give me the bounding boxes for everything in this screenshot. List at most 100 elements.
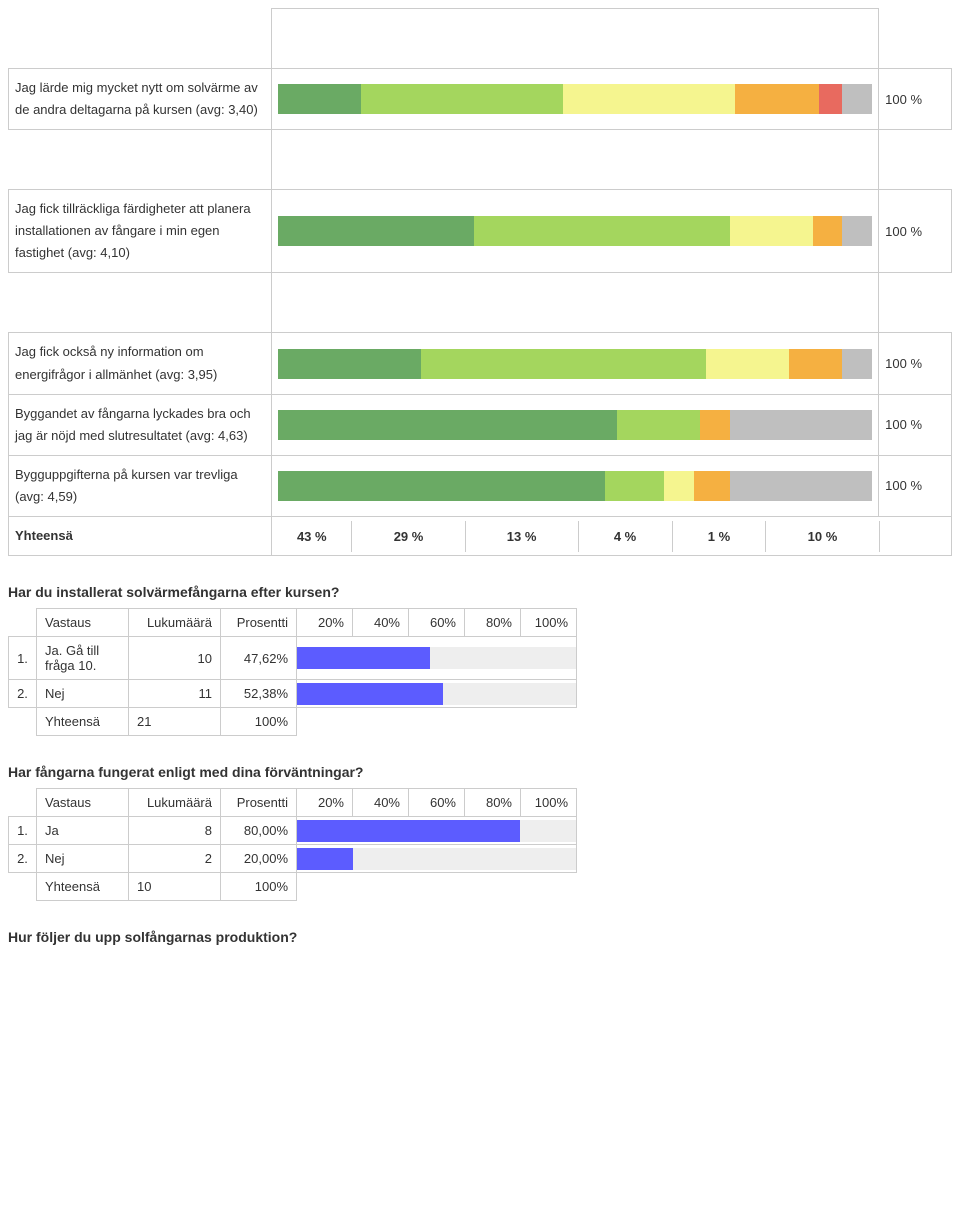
row-bar <box>297 680 577 708</box>
totals-cell: 29 % <box>352 521 465 552</box>
stacked-row: Jag fick tillräckliga färdigheter att pl… <box>9 190 952 273</box>
row-index: 1. <box>9 817 37 845</box>
bar-segment <box>842 349 872 379</box>
survey-total-row: Yhteensä 21 100% <box>9 708 577 736</box>
col-header: 100% <box>521 789 577 817</box>
col-header: 80% <box>465 609 521 637</box>
survey-row: 2. Nej 11 52,38% <box>9 680 577 708</box>
question-title: Hur följer du upp solfångarnas produktio… <box>8 929 952 945</box>
stacked-bar <box>272 394 879 455</box>
stacked-row-pct: 100 % <box>879 190 952 273</box>
stacked-bar <box>272 69 879 130</box>
row-count: 8 <box>129 817 221 845</box>
survey-table: Vastaus Lukumäärä Prosentti 20% 40% 60% … <box>8 788 577 901</box>
row-bar <box>297 817 577 845</box>
totals-cell: 43 % <box>272 521 352 552</box>
bar-segment <box>421 349 706 379</box>
bar-segment <box>735 84 818 114</box>
stacked-row-pct: 100 % <box>879 394 952 455</box>
stacked-row: Byggandet av fångarna lyckades bra och j… <box>9 394 952 455</box>
col-header: 100% <box>521 609 577 637</box>
totals-cell: 10 % <box>766 521 879 552</box>
stacked-row-pct: 100 % <box>879 69 952 130</box>
totals-cell: 4 % <box>578 521 672 552</box>
total-count: 21 <box>129 708 221 736</box>
total-label: Yhteensä <box>37 708 129 736</box>
row-answer: Nej <box>37 845 129 873</box>
row-index: 2. <box>9 680 37 708</box>
col-header: 40% <box>353 609 409 637</box>
col-header: Vastaus <box>37 789 129 817</box>
bar-segment <box>563 84 735 114</box>
totals-label: Yhteensä <box>9 517 272 556</box>
stacked-bar <box>272 455 879 516</box>
stacked-bar <box>272 333 879 394</box>
bar-segment <box>706 349 789 379</box>
col-header: 80% <box>465 789 521 817</box>
spacer-row <box>9 130 952 190</box>
col-header: 40% <box>353 789 409 817</box>
total-pct: 100% <box>221 708 297 736</box>
totals-cell: 1 % <box>672 521 766 552</box>
stacked-row-label: Jag fick också ny information om energif… <box>9 333 272 394</box>
row-count: 2 <box>129 845 221 873</box>
col-header: 60% <box>409 789 465 817</box>
bar-segment <box>694 471 730 501</box>
col-header: Lukumäärä <box>129 789 221 817</box>
stacked-row-label: Bygguppgifterna på kursen var trevliga (… <box>9 455 272 516</box>
row-pct: 20,00% <box>221 845 297 873</box>
stacked-bar <box>272 190 879 273</box>
col-header: Lukumäärä <box>129 609 221 637</box>
question-title: Har fångarna fungerat enligt med dina fö… <box>8 764 952 780</box>
bar-segment <box>730 410 873 440</box>
bar-segment <box>664 471 694 501</box>
col-header: Prosentti <box>221 789 297 817</box>
row-bar <box>297 637 577 680</box>
survey-row: 1. Ja. Gå till fråga 10. 10 47,62% <box>9 637 577 680</box>
survey-header-row: Vastaus Lukumäärä Prosentti 20% 40% 60% … <box>9 609 577 637</box>
stacked-row-label: Byggandet av fångarna lyckades bra och j… <box>9 394 272 455</box>
col-header: 20% <box>297 609 353 637</box>
survey-row: 1. Ja 8 80,00% <box>9 817 577 845</box>
col-header: 20% <box>297 789 353 817</box>
col-header: Prosentti <box>221 609 297 637</box>
row-answer: Ja. Gå till fråga 10. <box>37 637 129 680</box>
bar-segment <box>730 471 873 501</box>
row-pct: 47,62% <box>221 637 297 680</box>
totals-cell: 13 % <box>465 521 578 552</box>
stacked-row: Jag lärde mig mycket nytt om solvärme av… <box>9 69 952 130</box>
bar-segment <box>278 216 474 246</box>
stacked-row-label: Jag lärde mig mycket nytt om solvärme av… <box>9 69 272 130</box>
stacked-row-pct: 100 % <box>879 333 952 394</box>
bar-segment <box>842 216 872 246</box>
spacer-row <box>9 9 952 69</box>
total-count: 10 <box>129 873 221 901</box>
survey-total-row: Yhteensä 10 100% <box>9 873 577 901</box>
row-pct: 52,38% <box>221 680 297 708</box>
row-index: 2. <box>9 845 37 873</box>
total-label: Yhteensä <box>37 873 129 901</box>
bar-segment <box>617 410 700 440</box>
question-title: Har du installerat solvärmefångarna efte… <box>8 584 952 600</box>
survey-header-row: Vastaus Lukumäärä Prosentti 20% 40% 60% … <box>9 789 577 817</box>
bar-segment <box>700 410 730 440</box>
row-pct: 80,00% <box>221 817 297 845</box>
bar-segment <box>361 84 563 114</box>
bar-segment <box>605 471 664 501</box>
bar-segment <box>789 349 842 379</box>
bar-segment <box>842 84 872 114</box>
survey-row: 2. Nej 2 20,00% <box>9 845 577 873</box>
bar-segment <box>278 84 361 114</box>
bar-segment <box>278 471 605 501</box>
row-answer: Nej <box>37 680 129 708</box>
stacked-row-label: Jag fick tillräckliga färdigheter att pl… <box>9 190 272 273</box>
row-answer: Ja <box>37 817 129 845</box>
row-bar <box>297 845 577 873</box>
row-index: 1. <box>9 637 37 680</box>
bar-segment <box>474 216 729 246</box>
stacked-row: Bygguppgifterna på kursen var trevliga (… <box>9 455 952 516</box>
row-count: 10 <box>129 637 221 680</box>
spacer-row <box>9 273 952 333</box>
col-header: Vastaus <box>37 609 129 637</box>
col-header: 60% <box>409 609 465 637</box>
